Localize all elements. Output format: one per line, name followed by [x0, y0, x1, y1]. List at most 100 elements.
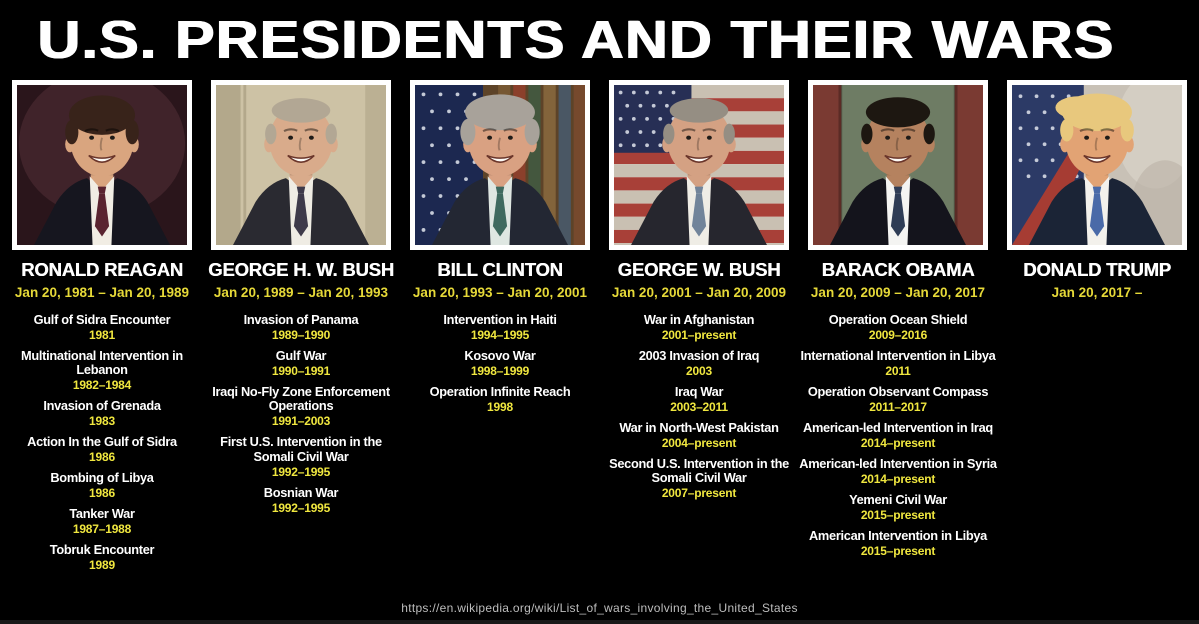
war-dates: 1991–2003 [271, 414, 331, 429]
war-name: 2003 Invasion of Iraq [638, 348, 760, 364]
donald-trump-portrait [1007, 80, 1187, 250]
war-dates: 1983 [89, 414, 115, 429]
president-term-dates: Jan 20, 1981 – Jan 20, 1989 [14, 285, 190, 300]
war-name: American Intervention in Libya [808, 528, 988, 544]
war-item: Gulf War 1990–1991 [200, 348, 402, 378]
president-name: RONALD REAGAN [21, 259, 183, 280]
barack-obama-portrait [813, 85, 983, 245]
war-item: American Intervention in Libya 2015–pres… [797, 528, 999, 558]
war-item: American-led Intervention in Syria 2014–… [797, 456, 999, 486]
war-item: Operation Ocean Shield 2009–2016 [797, 312, 999, 342]
war-name: Yemeni Civil War [849, 492, 947, 508]
war-name: American-led Intervention in Iraq [803, 420, 993, 436]
war-dates: 1992–1995 [271, 500, 331, 515]
war-dates: 2003 [686, 363, 712, 378]
president-column-barack-obama: BARACK OBAMA Jan 20, 2009 – Jan 20, 2017… [799, 80, 997, 579]
war-item: Bosnian War 1992–1995 [200, 485, 402, 515]
war-item: Gulf of Sidra Encounter 1981 [1, 312, 203, 342]
war-dates: 1998–1999 [470, 363, 530, 378]
war-list: Intervention in Haiti 1994–1995 Kosovo W… [405, 312, 595, 414]
war-name: Action In the Gulf of Sidra [27, 434, 177, 450]
war-dates: 1998 [487, 399, 513, 414]
war-dates: 1987–1988 [72, 522, 132, 537]
president-column-donald-trump: DONALD TRUMP Jan 20, 2017 – [1002, 80, 1192, 579]
war-name: Iraq War [674, 384, 724, 400]
war-dates: 1994–1995 [470, 327, 530, 342]
war-name: Multinational Intervention in Lebanon [21, 348, 183, 378]
war-dates: 2014–present [860, 471, 936, 486]
war-list: Gulf of Sidra Encounter 1981 Multination… [7, 312, 197, 572]
george-w-bush-portrait [614, 85, 784, 245]
war-item: Operation Observant Compass 2011–2017 [797, 384, 999, 414]
war-dates: 2014–present [860, 435, 936, 450]
war-name: War in Afghanistan [643, 312, 755, 327]
bill-clinton-portrait [410, 80, 590, 250]
president-columns: RONALD REAGAN Jan 20, 1981 – Jan 20, 198… [0, 80, 1199, 579]
president-name: BILL CLINTON [437, 259, 563, 280]
president-term-dates: Jan 20, 1989 – Jan 20, 1993 [213, 285, 389, 300]
war-name: Intervention in Haiti [443, 312, 557, 327]
ronald-reagan-portrait [17, 85, 187, 245]
president-term-dates: Jan 20, 2009 – Jan 20, 2017 [810, 285, 986, 300]
war-item: Invasion of Panama 1989–1990 [200, 312, 402, 342]
war-dates: 1986 [89, 486, 115, 501]
ronald-reagan-portrait [12, 80, 192, 250]
war-item: Tobruk Encounter 1989 [1, 543, 203, 572]
war-item: War in Afghanistan 2001–present [598, 312, 800, 342]
war-dates: 1982–1984 [72, 378, 132, 393]
president-column-george-h-w-bush: GEORGE H. W. BUSH Jan 20, 1989 – Jan 20,… [206, 80, 396, 579]
war-dates: 2004–present [661, 435, 737, 450]
bottom-strip [0, 620, 1199, 624]
source-url-text: https://en.wikipedia.org/wiki/List_of_wa… [401, 601, 798, 615]
war-item: First U.S. Intervention in the Somali Ci… [200, 435, 402, 478]
president-column-george-w-bush: GEORGE W. BUSH Jan 20, 2001 – Jan 20, 20… [604, 80, 794, 579]
donald-trump-portrait [1012, 85, 1182, 245]
president-column-ronald-reagan: RONALD REAGAN Jan 20, 1981 – Jan 20, 198… [7, 80, 197, 579]
war-item: Iraqi No-Fly Zone Enforcement Operations… [200, 384, 402, 429]
war-dates: 1989 [89, 558, 115, 573]
george-w-bush-portrait [609, 80, 789, 250]
war-item: Multinational Intervention in Lebanon 19… [1, 348, 203, 393]
war-dates: 2009–2016 [868, 327, 928, 342]
war-item: Invasion of Grenada 1983 [1, 399, 203, 428]
war-name: International Intervention in Libya [800, 348, 996, 364]
war-name: Tanker War [69, 506, 135, 522]
war-dates: 1981 [89, 327, 115, 342]
bill-clinton-portrait [415, 85, 585, 245]
president-name: GEORGE H. W. BUSH [208, 259, 394, 280]
president-column-bill-clinton: BILL CLINTON Jan 20, 1993 – Jan 20, 2001… [405, 80, 595, 579]
war-name: Invasion of Panama [243, 312, 359, 327]
war-item: 2003 Invasion of Iraq 2003 [598, 348, 800, 378]
war-dates: 1986 [89, 450, 115, 465]
war-item: Tanker War 1987–1988 [1, 507, 203, 536]
war-dates: 2015–present [860, 507, 936, 522]
war-name: Tobruk Encounter [49, 542, 155, 558]
war-name: American-led Intervention in Syria [799, 456, 997, 472]
war-item: Action In the Gulf of Sidra 1986 [1, 435, 203, 464]
war-item: War in North-West Pakistan 2004–present [598, 420, 800, 450]
president-term-dates: Jan 20, 2001 – Jan 20, 2009 [611, 285, 787, 300]
war-name: First U.S. Intervention in the Somali Ci… [220, 434, 382, 464]
war-item: Iraq War 2003–2011 [598, 384, 800, 414]
war-name: Operation Observant Compass [807, 384, 989, 400]
war-list: Operation Ocean Shield 2009–2016 Interna… [799, 312, 997, 558]
war-name: Iraqi No-Fly Zone Enforcement Operations [212, 384, 390, 414]
war-dates: 2003–2011 [670, 399, 728, 414]
war-name: War in North-West Pakistan [619, 420, 779, 436]
president-name: BARACK OBAMA [821, 259, 975, 280]
president-term-dates: Jan 20, 1993 – Jan 20, 2001 [412, 285, 588, 300]
war-name: Second U.S. Intervention in the Somali C… [609, 456, 789, 486]
george-h-w-bush-portrait [211, 80, 391, 250]
war-dates: 2007–present [661, 486, 737, 501]
war-name: Gulf of Sidra Encounter [33, 312, 171, 327]
war-item: International Intervention in Libya 2011 [797, 348, 999, 378]
war-name: Invasion of Grenada [43, 398, 161, 414]
war-name: Operation Ocean Shield [828, 312, 968, 327]
president-name: GEORGE W. BUSH [617, 259, 781, 280]
war-item: Kosovo War 1998–1999 [399, 348, 601, 378]
war-list: War in Afghanistan 2001–present 2003 Inv… [604, 312, 794, 500]
war-item: Operation Infinite Reach 1998 [399, 384, 601, 414]
war-dates: 2001–present [661, 327, 737, 342]
war-name: Bombing of Libya [50, 470, 154, 486]
poster: U.S. PRESIDENTS AND THEIR WARS RONALD RE… [0, 13, 1199, 624]
